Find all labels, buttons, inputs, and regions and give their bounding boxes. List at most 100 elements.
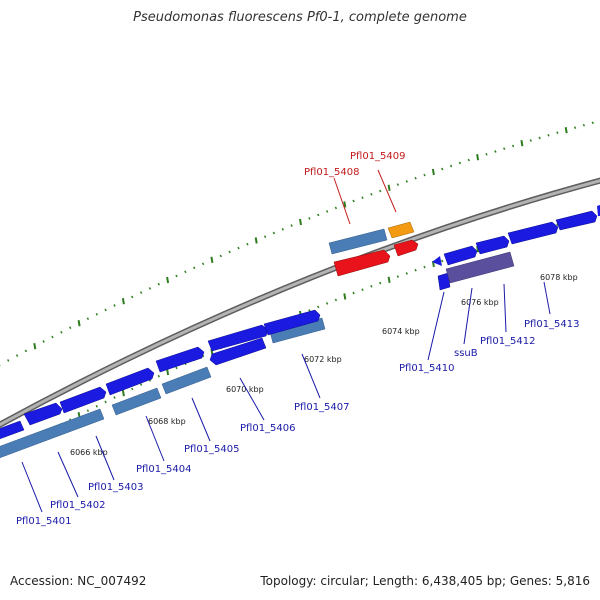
lower-tick xyxy=(352,291,355,295)
gene-label-pfl01-5405[interactable]: Pfl01_5405 xyxy=(184,444,240,455)
lower-tick xyxy=(414,268,417,272)
lower-tick xyxy=(334,298,338,302)
upper-tick xyxy=(193,266,196,270)
upper-tick xyxy=(69,326,72,330)
upper-tick xyxy=(325,210,329,213)
gene-label-pfl01-5409[interactable]: Pfl01_5409 xyxy=(350,151,406,162)
gene-arrow-ssub[interactable] xyxy=(443,245,478,266)
upper-tick xyxy=(121,298,125,305)
cds-pfl01-5408[interactable] xyxy=(328,228,388,255)
upper-tick xyxy=(485,152,488,156)
upper-tick xyxy=(42,340,45,343)
upper-tick xyxy=(228,250,231,254)
gene-arrow-pfl01-5413[interactable] xyxy=(507,221,559,245)
tick-label-6070: 6070 kbp xyxy=(226,385,264,394)
gene-arrow-pfl01-5402[interactable] xyxy=(23,402,63,426)
lower-tick xyxy=(113,396,116,399)
gene-label-pfl01-5408[interactable]: Pfl01_5408 xyxy=(304,167,360,178)
lower-tick xyxy=(139,383,143,386)
upper-tick xyxy=(529,139,532,142)
gene-label-ssub[interactable]: ssuB xyxy=(454,348,478,359)
upper-tick xyxy=(573,126,577,130)
gene-label-pfl01-5406[interactable]: Pfl01_5406 xyxy=(240,423,296,434)
upper-tick xyxy=(290,224,293,227)
upper-tick xyxy=(547,133,550,137)
upper-tick xyxy=(494,150,497,153)
cds-ssub[interactable] xyxy=(445,251,515,284)
lower-tick xyxy=(121,390,125,397)
gene-label-pfl01-5401[interactable]: Pfl01_5401 xyxy=(16,516,72,527)
lower-tick xyxy=(556,223,559,227)
upper-tick xyxy=(343,201,347,208)
gene-arrow-pfl01-5404[interactable] xyxy=(105,367,155,396)
upper-tick xyxy=(201,262,205,266)
upper-tick xyxy=(281,227,284,231)
gene-arrow-pfl01-5414[interactable] xyxy=(555,210,598,231)
upper-tick xyxy=(520,140,524,147)
upper-tick xyxy=(51,335,54,339)
gene-label-pfl01-5413[interactable]: Pfl01_5413 xyxy=(524,319,580,330)
upper-tick xyxy=(104,308,107,312)
cds-pfl01-5405[interactable] xyxy=(161,366,212,395)
upper-tick xyxy=(511,144,515,148)
cds-pfl01-5401[interactable] xyxy=(0,408,105,460)
gene-label-pfl01-5410[interactable]: Pfl01_5410 xyxy=(399,363,455,374)
upper-tick xyxy=(77,320,81,327)
upper-tick xyxy=(361,196,364,200)
lower-tick xyxy=(166,368,170,376)
lower-tick xyxy=(175,366,178,370)
upper-tick xyxy=(449,164,453,168)
gene-label-pfl01-5407[interactable]: Pfl01_5407 xyxy=(294,402,350,413)
gene-label-pfl01-5402[interactable]: Pfl01_5402 xyxy=(50,500,106,511)
upper-tick xyxy=(591,121,594,125)
cds-pfl01-5403[interactable] xyxy=(111,387,162,416)
upper-tick xyxy=(317,213,320,217)
gene-arrow-pfl01-5407[interactable] xyxy=(263,309,321,336)
gene-arrow-pfl01-5409[interactable] xyxy=(393,239,419,257)
upper-tick xyxy=(210,256,214,263)
upper-tick xyxy=(503,147,506,151)
cds-pfl01-5409[interactable] xyxy=(387,221,415,239)
tick-label-6072: 6072 kbp xyxy=(304,355,342,364)
gene-label-pfl01-5404[interactable]: Pfl01_5404 xyxy=(136,464,192,475)
accession-text: Accession: NC_007492 xyxy=(10,574,147,588)
upper-tick xyxy=(86,317,90,321)
upper-tick xyxy=(334,206,338,210)
gene-arrow-pfl01-5406b[interactable] xyxy=(207,324,269,352)
gene-arrow-pfl01-5408[interactable] xyxy=(333,249,391,277)
map-title: Pseudomonas fluorescens Pf0-1, complete … xyxy=(133,10,467,25)
upper-tick xyxy=(246,242,249,246)
lower-tick xyxy=(396,275,400,278)
upper-tick xyxy=(263,235,267,239)
gene-arrow-edge[interactable] xyxy=(597,205,600,216)
gene-arrow-pfl01-5410b[interactable] xyxy=(437,272,451,291)
gene-arrow-pfl01-5405[interactable] xyxy=(155,346,205,373)
upper-tick xyxy=(467,158,470,162)
gene-arrow-pfl01-5401[interactable] xyxy=(0,420,25,441)
gene-arrow-pfl01-5406[interactable] xyxy=(209,337,267,366)
lower-tick xyxy=(157,374,160,378)
upper-tick xyxy=(458,161,462,165)
tick-label-6074: 6074 kbp xyxy=(382,327,420,336)
upper-tick xyxy=(431,168,435,176)
gene-arrow-pfl01-5403[interactable] xyxy=(59,386,107,414)
gene-arrow-pfl01-5412[interactable] xyxy=(475,235,510,255)
lower-tick xyxy=(423,265,426,269)
upper-tick xyxy=(7,359,10,362)
lower-tick xyxy=(95,404,98,408)
upper-tick xyxy=(556,131,559,135)
gene-label-pfl01-5412[interactable]: Pfl01_5412 xyxy=(480,336,536,347)
lower-tick xyxy=(104,400,107,404)
lower-tick xyxy=(441,259,444,263)
cds-reverse-track xyxy=(0,228,388,460)
upper-tick xyxy=(24,349,28,353)
gene-label-pfl01-5403[interactable]: Pfl01_5403 xyxy=(88,482,144,493)
tick-row-upper xyxy=(0,121,594,367)
genome-backbone xyxy=(0,177,600,428)
gene-arrow-pfl01-5410[interactable] xyxy=(432,256,442,266)
tick-labels: 6066 kbp 6068 kbp 6070 kbp 6072 kbp 6074… xyxy=(70,273,578,457)
lower-tick xyxy=(361,288,364,292)
upper-tick xyxy=(33,343,37,350)
lower-tick xyxy=(343,293,347,300)
